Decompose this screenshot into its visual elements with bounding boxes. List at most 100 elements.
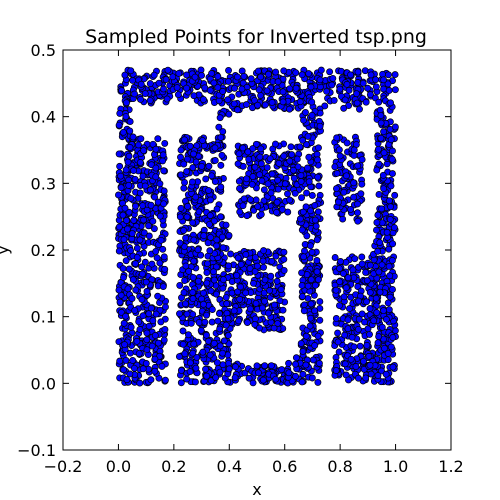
scatter-point <box>122 99 130 107</box>
scatter-point <box>152 310 160 318</box>
scatter-point <box>376 288 384 296</box>
scatter-point <box>140 229 148 237</box>
scatter-point <box>203 372 211 380</box>
scatter-point <box>374 145 382 153</box>
scatter-point <box>389 170 396 178</box>
scatter-point <box>127 67 135 75</box>
scatter-point <box>164 66 172 74</box>
scatter-point <box>150 71 158 79</box>
scatter-point <box>198 71 205 79</box>
scatter-point <box>131 306 139 314</box>
scatter-point <box>344 325 352 333</box>
scatter-point <box>192 364 200 372</box>
scatter-point <box>135 318 143 326</box>
scatter-point <box>370 317 378 325</box>
scatter-point <box>132 286 140 294</box>
scatter-point <box>115 286 123 294</box>
scatter-point <box>180 289 188 297</box>
scatter-point <box>210 217 218 225</box>
scatter-point <box>316 316 324 324</box>
scatter-point <box>230 100 238 108</box>
scatter-point <box>303 232 311 240</box>
scatter-point <box>330 96 338 104</box>
scatter-point <box>383 228 391 236</box>
scatter-point <box>181 136 188 144</box>
scatter-point <box>158 362 166 370</box>
scatter-point <box>123 217 130 224</box>
scatter-point <box>344 316 352 324</box>
scatter-point <box>340 293 348 301</box>
scatter-point <box>374 247 382 255</box>
scatter-point <box>306 322 314 330</box>
scatter-point <box>140 147 148 155</box>
scatter-point <box>385 86 393 94</box>
scatter-point <box>153 254 161 262</box>
scatter-point <box>341 360 349 368</box>
scatter-point <box>197 251 205 259</box>
scatter-point <box>227 250 234 258</box>
scatter-point <box>139 172 147 180</box>
scatter-point <box>231 84 238 92</box>
scatter-point <box>121 71 129 79</box>
scatter-point <box>119 211 127 219</box>
scatter-point <box>137 96 144 103</box>
scatter-point <box>305 178 313 186</box>
scatter-point <box>151 367 159 375</box>
scatter-point <box>305 70 313 78</box>
scatter-point <box>389 334 397 341</box>
scatter-point <box>136 159 144 166</box>
scatter-point <box>205 186 213 194</box>
scatter-point <box>162 303 169 311</box>
scatter-point <box>380 76 387 84</box>
scatter-point <box>362 98 370 106</box>
scatter-point <box>372 83 380 91</box>
scatter-point <box>377 134 385 142</box>
scatter-point <box>176 239 184 247</box>
scatter-point <box>309 356 317 364</box>
scatter-point <box>152 145 160 153</box>
scatter-point <box>273 277 281 285</box>
scatter-point <box>261 101 269 109</box>
scatter-point <box>358 180 366 188</box>
scatter-point <box>173 84 181 92</box>
scatter-point <box>308 374 316 382</box>
scatter-point <box>272 252 280 260</box>
scatter-point <box>207 196 214 204</box>
scatter-point <box>120 236 128 243</box>
scatter-point <box>251 96 258 104</box>
scatter-point <box>136 189 144 197</box>
scatter-point <box>299 370 307 378</box>
scatter-point <box>332 286 340 294</box>
x-tick-label: 1.2 <box>438 457 463 476</box>
scatter-point <box>260 186 268 194</box>
scatter-point <box>334 338 342 346</box>
scatter-point <box>242 289 250 297</box>
y-tick-label: 0.5 <box>31 41 56 60</box>
scatter-point <box>352 363 360 370</box>
scatter-point <box>136 379 144 387</box>
scatter-point <box>131 260 139 268</box>
scatter-point <box>213 236 221 244</box>
scatter-point <box>183 375 191 383</box>
scatter-point <box>300 253 308 261</box>
scatter-point <box>135 141 142 149</box>
scatter-point <box>130 364 138 372</box>
scatter-point <box>218 151 226 159</box>
scatter-point <box>126 370 134 378</box>
scatter-point <box>138 263 146 271</box>
scatter-point <box>313 257 321 264</box>
scatter-point <box>180 226 188 234</box>
scatter-point <box>206 86 214 94</box>
scatter-point <box>344 274 352 282</box>
scatter-point <box>374 339 382 347</box>
scatter-point <box>147 201 155 209</box>
scatter-point <box>214 73 222 80</box>
scatter-point <box>343 172 350 180</box>
scatter-point <box>117 184 125 192</box>
scatter-point <box>381 344 388 352</box>
scatter-point <box>133 253 141 261</box>
scatter-point <box>387 182 395 190</box>
scatter-point <box>386 293 394 301</box>
scatter-point <box>355 315 363 323</box>
scatter-point <box>354 209 361 217</box>
